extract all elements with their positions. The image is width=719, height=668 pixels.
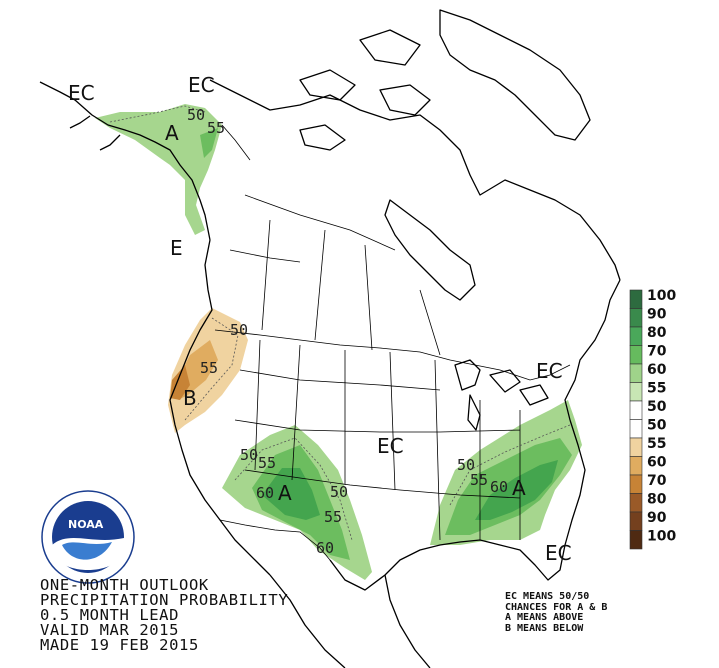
contour-label: 50 [330, 483, 348, 501]
southeast-above-core [475, 460, 558, 520]
gulf-coast [329, 419, 586, 591]
colorbar-label: 100 [647, 529, 676, 545]
colorbar-label: 70 [647, 473, 667, 489]
ec-label-alaska-north: EC [188, 73, 215, 97]
us-states [234, 339, 521, 541]
contour-ak [109, 105, 206, 123]
a-label-southeast: A [512, 476, 526, 500]
alaska-coast [39, 81, 211, 241]
contour-label: 55 [207, 119, 225, 137]
west-coast [169, 239, 271, 576]
colorbar-label: 55 [647, 436, 666, 452]
ec-label-bc: E [170, 236, 183, 260]
colorbar-swatch [629, 456, 643, 476]
colorbar-label: 80 [647, 492, 667, 508]
a-label-southwest: A [278, 481, 292, 505]
ec-label-northeast: EC [536, 359, 563, 383]
greenland-coast [439, 9, 591, 141]
ec-label-florida: EC [545, 541, 572, 565]
caption-line: ONE-MONTH OUTLOOK [40, 576, 209, 594]
probability-colorbar: 100 90 80 70 60 55 50 50 55 60 70 80 90 100 [629, 288, 676, 550]
colorbar-label: 70 [647, 344, 667, 360]
colorbar-swatch [629, 382, 643, 402]
ec-label-central: EC [377, 434, 404, 458]
note-line: EC MEANS 50/50 [505, 591, 590, 602]
mexico-coast [269, 574, 431, 668]
colorbar-label: 100 [647, 288, 676, 304]
noaa-logo-text: NOAA [68, 518, 104, 531]
contour-label: 60 [490, 478, 508, 496]
contour-sw [234, 437, 353, 541]
contour-label: 50 [457, 456, 475, 474]
arctic-coast [209, 79, 621, 281]
note-line: CHANCES FOR A & B [505, 601, 608, 613]
contour-label: 60 [256, 484, 274, 502]
contour-label: 50 [240, 446, 258, 464]
colorbar-swatch [629, 511, 643, 531]
colorbar-swatch [629, 289, 643, 309]
alaska-above-region [95, 104, 222, 235]
contour-label: 50 [187, 106, 205, 124]
contour-label: 55 [470, 471, 488, 489]
note-line: B MEANS BELOW [505, 622, 584, 634]
colorbar-swatch [629, 308, 643, 328]
colorbar-swatch [629, 530, 643, 550]
us-mexico-border [219, 519, 331, 561]
colorbar-label: 80 [647, 325, 667, 341]
colorbar-swatch [629, 400, 643, 420]
colorbar-label: 60 [647, 362, 667, 378]
hudson-bay [384, 199, 476, 301]
ec-label-alaska-west: EC [68, 81, 95, 105]
contour-wc [184, 317, 239, 421]
contour-label: 60 [316, 539, 334, 557]
contour-label: 50 [230, 321, 248, 339]
colorbar-swatch [629, 419, 643, 439]
b-label-westcoast: B [183, 386, 197, 410]
colorbar-swatch [629, 345, 643, 365]
colorbar-label: 50 [647, 418, 667, 434]
a-label-alaska: A [165, 121, 179, 145]
contour-label: 55 [324, 508, 342, 526]
note-line: A MEANS ABOVE [505, 612, 584, 623]
colorbar-label: 55 [647, 381, 666, 397]
colorbar-label: 90 [647, 510, 667, 526]
colorbar-swatch [629, 437, 643, 457]
alaska-border [221, 124, 251, 161]
colorbar-swatch [629, 326, 643, 346]
us-canada-border [214, 329, 571, 381]
colorbar-label: 60 [647, 455, 667, 471]
great-lakes [454, 359, 549, 431]
caption-line: PRECIPITATION PROBABILITY [40, 591, 289, 609]
arctic-islands [299, 29, 431, 151]
southwest-above-core [262, 468, 320, 520]
noaa-logo: NOAA [41, 490, 135, 584]
contour-se [449, 424, 571, 506]
westcoast-below-peak [170, 365, 190, 400]
caption-line: 0.5 MONTH LEAD [40, 606, 180, 624]
alaska-above-core [200, 128, 218, 158]
colorbar-swatch [629, 363, 643, 383]
colorbar-label: 90 [647, 307, 667, 323]
colorbar-swatch [629, 493, 643, 513]
east-coast [564, 279, 621, 421]
caption-line: MADE 19 FEB 2015 [40, 636, 199, 654]
outlook-caption: ONE-MONTH OUTLOOK PRECIPITATION PROBABIL… [40, 576, 289, 654]
colorbar-swatch [629, 474, 643, 494]
colorbar-label: 50 [647, 399, 667, 415]
contour-label: 55 [258, 454, 276, 472]
contour-label: 55 [200, 359, 218, 377]
legend-notes: EC MEANS 50/50 CHANCES FOR A & B A MEANS… [505, 591, 608, 634]
canada-provinces [229, 194, 441, 356]
caption-line: VALID MAR 2015 [40, 621, 180, 639]
